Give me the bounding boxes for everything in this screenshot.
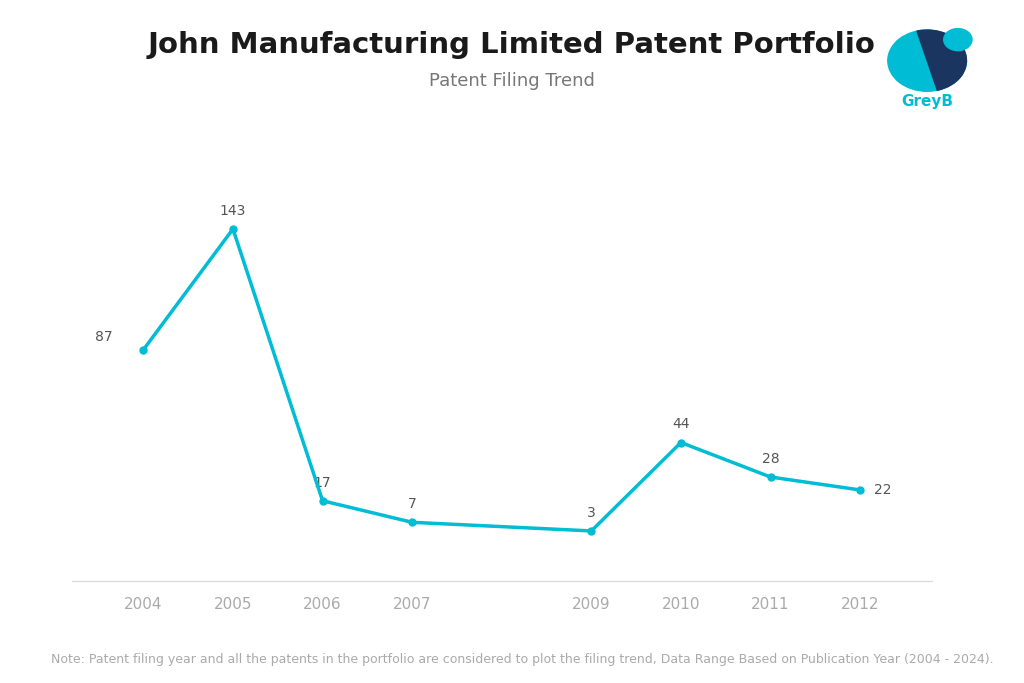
Text: Patent Filing Trend: Patent Filing Trend (429, 72, 595, 89)
Text: 87: 87 (95, 330, 113, 344)
Text: 143: 143 (220, 204, 246, 218)
Text: 22: 22 (874, 483, 892, 497)
Text: GreyB: GreyB (901, 94, 953, 109)
Text: John Manufacturing Limited Patent Portfolio: John Manufacturing Limited Patent Portfo… (148, 31, 876, 59)
Text: 28: 28 (762, 452, 779, 466)
Text: 44: 44 (672, 417, 690, 432)
Circle shape (944, 29, 972, 51)
Text: 3: 3 (587, 506, 596, 520)
Text: Note: Patent filing year and all the patents in the portfolio are considered to : Note: Patent filing year and all the pat… (51, 653, 994, 666)
Circle shape (888, 30, 967, 92)
Text: 7: 7 (408, 497, 417, 511)
Text: 17: 17 (313, 475, 332, 490)
Wedge shape (916, 30, 967, 90)
